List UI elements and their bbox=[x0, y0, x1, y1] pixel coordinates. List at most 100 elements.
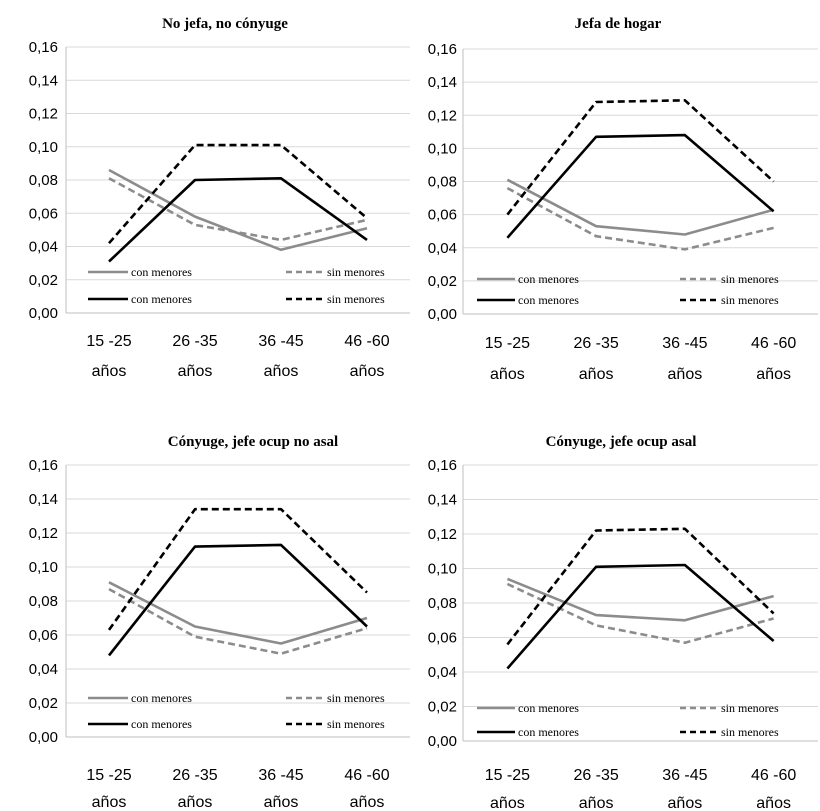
legend-label: sin menores bbox=[721, 725, 779, 739]
x-tick-label-unit: años bbox=[92, 363, 127, 380]
x-tick-label: 15 -25 bbox=[86, 333, 131, 350]
series-line bbox=[506, 133, 775, 239]
legend-label: con menores bbox=[131, 717, 192, 731]
x-tick-label: 26 -35 bbox=[573, 335, 618, 352]
legend-label: sin menores bbox=[327, 265, 385, 279]
x-tick-label-unit: años bbox=[264, 794, 299, 811]
x-tick-label-unit: años bbox=[178, 363, 213, 380]
x-tick-label-unit: años bbox=[756, 366, 791, 383]
y-tick-label: 0,16 bbox=[29, 39, 58, 56]
x-tick-label-unit: años bbox=[490, 366, 525, 383]
legend-label: sin menores bbox=[721, 701, 779, 715]
series-line bbox=[506, 186, 774, 251]
x-tick-label-unit: años bbox=[350, 363, 385, 380]
legend-label: sin menores bbox=[721, 272, 779, 286]
x-tick-label: 15 -25 bbox=[86, 767, 131, 784]
x-tick-label-unit: años bbox=[668, 795, 703, 811]
x-tick-label-unit: años bbox=[579, 366, 614, 383]
y-tick-label: 0,10 bbox=[29, 559, 58, 576]
y-tick-label: 0,10 bbox=[29, 139, 58, 156]
y-tick-label: 0,08 bbox=[29, 593, 58, 610]
x-tick-label-unit: años bbox=[178, 794, 213, 811]
x-tick-label: 46 -60 bbox=[344, 333, 389, 350]
x-tick-label: 26 -35 bbox=[172, 767, 217, 784]
y-tick-label: 0,02 bbox=[29, 272, 58, 289]
y-tick-label: 0,02 bbox=[29, 695, 58, 712]
series-line bbox=[506, 178, 774, 236]
y-tick-label: 0,12 bbox=[428, 107, 457, 124]
x-tick-label: 36 -45 bbox=[258, 767, 303, 784]
y-tick-label: 0,04 bbox=[428, 664, 457, 681]
series-line bbox=[107, 507, 368, 631]
series-line bbox=[108, 177, 368, 263]
x-tick-label: 15 -25 bbox=[485, 335, 530, 352]
y-tick-label: 0,04 bbox=[29, 239, 58, 256]
x-tick-label: 26 -35 bbox=[573, 767, 618, 784]
y-tick-label: 0,16 bbox=[428, 457, 457, 474]
y-tick-label: 0,00 bbox=[428, 733, 457, 750]
series-line bbox=[506, 527, 775, 646]
legend-label: sin menores bbox=[327, 717, 385, 731]
series-line bbox=[506, 582, 774, 645]
x-tick-label-unit: años bbox=[756, 795, 791, 811]
x-tick-label: 26 -35 bbox=[172, 333, 217, 350]
legend-label: con menores bbox=[131, 292, 192, 306]
series-line bbox=[107, 543, 368, 657]
y-tick-label: 0,02 bbox=[428, 699, 457, 716]
legend-label: sin menores bbox=[721, 293, 779, 307]
y-tick-label: 0,16 bbox=[29, 457, 58, 474]
y-tick-label: 0,04 bbox=[29, 661, 58, 678]
x-tick-label: 36 -45 bbox=[662, 767, 707, 784]
x-tick-label: 36 -45 bbox=[258, 333, 303, 350]
y-tick-label: 0,08 bbox=[428, 174, 457, 191]
y-tick-label: 0,14 bbox=[428, 492, 457, 509]
chart-title: Cónyuge, jefe ocup asal bbox=[546, 434, 697, 450]
chart-title: No jefa, no cónyuge bbox=[162, 16, 288, 32]
chart-title: Jefa de hogar bbox=[575, 16, 662, 32]
legend-label: con menores bbox=[518, 293, 579, 307]
chart-panel-2: Jefa de hogar 0,00 0,02 0,04 0,06 0,08 0,10 0,1… bbox=[428, 16, 818, 383]
y-tick-label: 0,10 bbox=[428, 140, 457, 157]
x-tick-label: 46 -60 bbox=[344, 767, 389, 784]
x-tick-label: 36 -45 bbox=[662, 335, 707, 352]
y-tick-label: 0,02 bbox=[428, 273, 457, 290]
legend-label: sin menores bbox=[327, 691, 385, 705]
chart-panel-1: No jefa, no cónyuge 0,00 0,02 0,04 0,06 0,08 0… bbox=[29, 16, 410, 380]
y-tick-label: 0,06 bbox=[428, 207, 457, 224]
series-line bbox=[108, 177, 368, 242]
x-tick-label: 46 -60 bbox=[751, 335, 796, 352]
y-tick-label: 0,14 bbox=[428, 74, 457, 91]
y-tick-label: 0,16 bbox=[428, 41, 457, 58]
legend-label: con menores bbox=[131, 691, 192, 705]
chart-panel-3: Cónyuge, jefe ocup no asal 0,00 0,02 0,04 0,… bbox=[29, 434, 410, 811]
series-line bbox=[506, 563, 775, 670]
y-tick-label: 0,00 bbox=[29, 729, 58, 746]
y-tick-label: 0,06 bbox=[428, 630, 457, 647]
y-tick-label: 0,04 bbox=[428, 240, 457, 257]
x-tick-label-unit: años bbox=[668, 366, 703, 383]
legend-label: con menores bbox=[131, 265, 192, 279]
legend-label: sin menores bbox=[327, 292, 385, 306]
x-tick-label-unit: años bbox=[579, 795, 614, 811]
y-tick-label: 0,14 bbox=[29, 491, 58, 508]
series-line bbox=[108, 587, 368, 656]
y-tick-label: 0,12 bbox=[29, 525, 58, 542]
legend-label: con menores bbox=[518, 725, 579, 739]
x-tick-label-unit: años bbox=[490, 795, 525, 811]
y-tick-label: 0,00 bbox=[29, 305, 58, 322]
y-tick-label: 0,06 bbox=[29, 627, 58, 644]
y-tick-label: 0,00 bbox=[428, 306, 457, 323]
y-tick-label: 0,08 bbox=[428, 595, 457, 612]
x-tick-label-unit: años bbox=[92, 794, 127, 811]
x-tick-label-unit: años bbox=[264, 363, 299, 380]
x-tick-label: 15 -25 bbox=[485, 767, 530, 784]
y-tick-label: 0,12 bbox=[29, 106, 58, 123]
y-tick-label: 0,12 bbox=[428, 526, 457, 543]
y-tick-label: 0,14 bbox=[29, 72, 58, 89]
x-tick-label: 46 -60 bbox=[751, 767, 796, 784]
y-tick-label: 0,10 bbox=[428, 561, 457, 578]
legend-label: con menores bbox=[518, 272, 579, 286]
series-line bbox=[506, 99, 775, 216]
legend-label: con menores bbox=[518, 701, 579, 715]
